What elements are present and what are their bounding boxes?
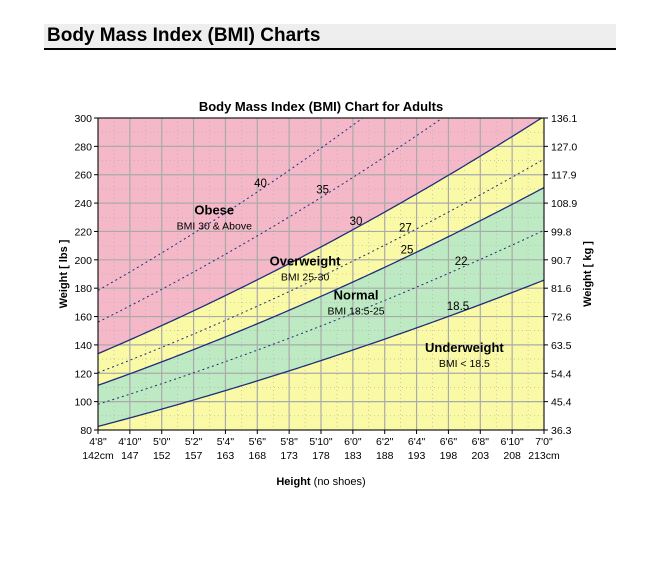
y-tick-label-right: 63.5: [551, 340, 572, 352]
y-tick-label-right: 136.1: [551, 113, 577, 125]
zone-range-overweight: BMI 25-30: [281, 271, 330, 283]
x-tick-label-feet: 7'0": [535, 436, 553, 448]
x-axis-label-main: Height: [276, 476, 311, 488]
y-tick-label-left: 180: [74, 283, 92, 295]
y-tick-label-left: 240: [74, 198, 92, 210]
y-tick-label-right: 117.9: [551, 170, 577, 182]
bmi-line-label: 27: [399, 223, 412, 235]
y-tick-label-right: 45.4: [551, 397, 572, 409]
y-tick-label-left: 160: [74, 312, 92, 324]
zone-obese: [98, 118, 542, 354]
x-tick-label-feet: 5'4": [217, 436, 235, 448]
bmi-line-35: [98, 118, 444, 323]
x-tick-label-feet: 5'2": [185, 436, 203, 448]
bmi-line-label: 18.5: [447, 301, 469, 313]
x-tick-label-cm: 213cm: [528, 450, 560, 462]
x-tick-label-feet: 6'2": [376, 436, 394, 448]
zone-label-obese: Obese: [194, 202, 234, 217]
zone-range-obese: BMI 30 & Above: [177, 220, 252, 232]
x-tick-label-cm: 183: [344, 450, 362, 462]
x-tick-label-feet: 6'10": [501, 436, 525, 448]
y-tick-label-right: 81.6: [551, 283, 572, 295]
y-tick-label-left: 200: [74, 255, 92, 267]
x-tick-label-cm: 157: [185, 450, 203, 462]
bmi-line-22: [98, 229, 544, 405]
x-tick-label-feet: 5'8": [280, 436, 298, 448]
y-tick-label-left: 280: [74, 141, 92, 153]
bmi-line-30: [98, 118, 543, 355]
x-tick-label-feet: 4'8": [89, 436, 107, 448]
x-tick-label-cm: 198: [440, 450, 458, 462]
page-header: Body Mass Index (BMI) Charts: [44, 24, 616, 50]
page-title: Body Mass Index (BMI) Charts: [47, 25, 321, 46]
y-tick-label-right: 54.4: [551, 368, 572, 380]
y-tick-label-left: 120: [74, 368, 92, 380]
bmi-line-label: 22: [455, 256, 468, 268]
bmi-line-label: 40: [254, 178, 267, 190]
bmi-line-40: [98, 118, 364, 291]
x-tick-label-cm: 188: [376, 450, 394, 462]
y-tick-label-left: 140: [74, 340, 92, 352]
y-tick-label-left: 300: [74, 113, 92, 125]
x-tick-label-feet: 6'0": [344, 436, 362, 448]
x-tick-label-cm: 208: [503, 450, 521, 462]
zone-underweight: [98, 280, 544, 430]
y-tick-label-right: 72.6: [551, 312, 572, 324]
y-tick-label-right: 108.9: [551, 198, 577, 210]
bmi-line-25: [98, 187, 544, 386]
x-tick-label-feet: 6'4": [408, 436, 426, 448]
x-tick-label-cm: 203: [472, 450, 490, 462]
bmi-line-label: 35: [316, 184, 329, 196]
x-tick-label-feet: 5'6": [249, 436, 267, 448]
x-tick-label-cm: 152: [153, 450, 171, 462]
y-tick-label-left: 260: [74, 170, 92, 182]
y-tick-label-left: 220: [74, 226, 92, 238]
x-tick-label-feet: 6'8": [472, 436, 490, 448]
x-tick-label-feet: 5'10": [309, 436, 333, 448]
x-tick-label-feet: 6'6": [440, 436, 458, 448]
x-tick-label-cm: 142cm: [82, 450, 114, 462]
bmi-curves: [98, 118, 544, 428]
bmi-line-27: [98, 158, 544, 374]
zone-label-underweight: Underweight: [425, 340, 504, 355]
chart-title: Body Mass Index (BMI) Chart for Adults: [199, 99, 443, 114]
y-tick-label-right: 127.0: [551, 141, 577, 153]
zone-label-overweight: Overweight: [270, 253, 341, 268]
x-tick-label-cm: 168: [249, 450, 267, 462]
x-tick-label-cm: 193: [408, 450, 426, 462]
y-tick-label-left: 100: [74, 397, 92, 409]
zone-label-normal: Normal: [334, 288, 379, 303]
y-tick-label-left: 80: [80, 425, 92, 437]
bmi-line-label: 30: [350, 216, 363, 228]
x-axis-label-note: (no shoes): [314, 476, 366, 488]
bmi-line-18-5: [98, 279, 544, 428]
bmi-line-label: 25: [401, 245, 414, 257]
x-tick-label-feet: 4'10": [118, 436, 142, 448]
axes: 4'8" 142cm 4'10" 147 5'0" 152 5'2" 157 5'4" 163 5'…: [74, 113, 577, 462]
y-tick-label-right: 99.8: [551, 226, 572, 238]
chart-labels: 18.5 22 25 27 30 35 40 Obese BMI 30 & Above Overw…: [177, 178, 505, 370]
zone-range-underweight: BMI < 18.5: [439, 358, 490, 370]
x-axis-label: Height (no shoes): [276, 476, 365, 488]
y-tick-label-right: 90.7: [551, 255, 572, 267]
x-tick-label-cm: 173: [280, 450, 298, 462]
x-tick-label-cm: 147: [121, 450, 139, 462]
y-tick-label-right: 36.3: [551, 425, 572, 437]
zone-range-normal: BMI 18.5-25: [327, 306, 384, 318]
x-tick-label-cm: 178: [312, 450, 330, 462]
y-axis-label-left: Weight [ lbs ]: [58, 239, 70, 308]
y-axis-label-right: Weight [ kg ]: [582, 241, 594, 307]
x-tick-label-cm: 163: [217, 450, 235, 462]
x-tick-label-feet: 5'0": [153, 436, 171, 448]
